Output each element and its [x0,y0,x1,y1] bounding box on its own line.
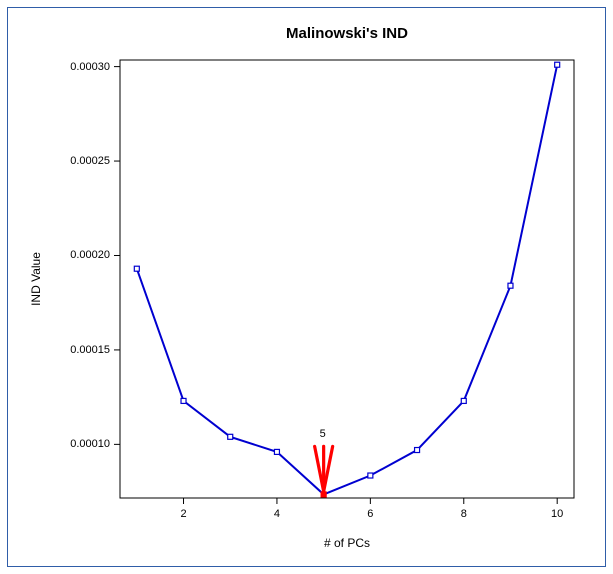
x-tick-label: 8 [461,508,467,520]
plot-svg [0,0,613,574]
annotation-label: 5 [320,428,326,440]
x-tick-label: 4 [274,508,280,520]
x-tick-label: 10 [551,508,563,520]
y-tick-label: 0.00030 [50,61,110,73]
y-tick-label: 0.00025 [50,155,110,167]
chart-container: { "chart": { "type": "line", "title": "M… [0,0,613,574]
y-tick-label: 0.00010 [50,438,110,450]
y-tick-label: 0.00020 [50,249,110,261]
y-tick-label: 0.00015 [50,344,110,356]
x-tick-label: 6 [367,508,373,520]
x-tick-label: 2 [180,508,186,520]
